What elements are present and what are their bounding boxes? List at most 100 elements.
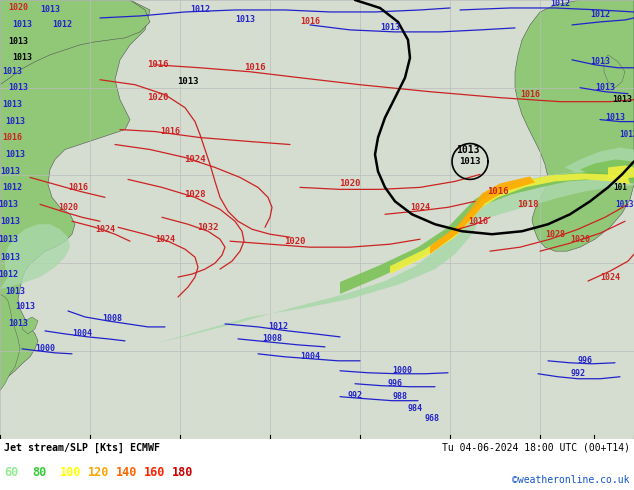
Text: 1013: 1013 <box>12 21 32 29</box>
Text: 0: 0 <box>631 448 634 458</box>
Text: 1012: 1012 <box>190 5 210 15</box>
Polygon shape <box>515 0 634 251</box>
Text: 101: 101 <box>613 183 627 192</box>
Text: 1013: 1013 <box>0 235 18 244</box>
Text: 1013: 1013 <box>456 145 480 154</box>
Polygon shape <box>608 166 634 178</box>
Text: 1013: 1013 <box>380 24 400 32</box>
Text: 1012: 1012 <box>0 270 18 279</box>
Text: 1024: 1024 <box>410 203 430 212</box>
Polygon shape <box>580 159 634 179</box>
Text: 20W: 20W <box>533 448 547 458</box>
Text: 1013: 1013 <box>616 200 634 209</box>
Text: 1016: 1016 <box>468 217 488 226</box>
Text: 80: 80 <box>32 466 46 479</box>
Polygon shape <box>0 0 150 85</box>
Text: 1012: 1012 <box>619 130 634 139</box>
Text: 1013: 1013 <box>5 117 25 126</box>
Text: 1000: 1000 <box>392 366 412 375</box>
Text: 1013: 1013 <box>0 217 20 226</box>
Text: 1013: 1013 <box>40 5 60 15</box>
Text: 1016: 1016 <box>68 183 88 192</box>
Text: 1020: 1020 <box>8 3 28 12</box>
Polygon shape <box>604 55 625 88</box>
Text: 1013: 1013 <box>8 83 28 92</box>
Text: 1028: 1028 <box>184 190 206 199</box>
Text: 1013: 1013 <box>0 253 20 262</box>
Text: 50W: 50W <box>263 448 277 458</box>
Text: 1016: 1016 <box>147 60 169 69</box>
Text: 988: 988 <box>392 392 408 401</box>
Text: 1024: 1024 <box>600 272 620 282</box>
Text: 1013: 1013 <box>595 83 615 92</box>
Polygon shape <box>430 176 535 254</box>
Text: 1013: 1013 <box>612 95 632 104</box>
Text: 1016: 1016 <box>300 18 320 26</box>
Text: 1024: 1024 <box>95 225 115 234</box>
Text: 180: 180 <box>172 466 193 479</box>
Text: 1013: 1013 <box>15 302 35 312</box>
Text: 1024: 1024 <box>184 155 206 164</box>
Text: 60: 60 <box>4 466 18 479</box>
Text: 1004: 1004 <box>300 352 320 361</box>
Text: 1032: 1032 <box>197 223 219 232</box>
Polygon shape <box>0 0 150 391</box>
Text: 1018: 1018 <box>517 200 539 209</box>
Text: 1016: 1016 <box>160 127 180 136</box>
Text: 968: 968 <box>425 414 439 423</box>
Text: 1013: 1013 <box>5 287 25 295</box>
Text: 1028: 1028 <box>545 230 565 239</box>
Text: 1013: 1013 <box>590 57 610 66</box>
Text: 80W: 80W <box>0 448 7 458</box>
Text: 1016: 1016 <box>488 187 508 196</box>
Polygon shape <box>0 224 70 289</box>
Polygon shape <box>0 294 20 391</box>
Text: 1013: 1013 <box>0 167 20 176</box>
Text: 1000: 1000 <box>35 344 55 353</box>
Text: 1013: 1013 <box>2 67 22 76</box>
Text: 100: 100 <box>60 466 81 479</box>
Text: 1004: 1004 <box>72 329 92 339</box>
Text: ©weatheronline.co.uk: ©weatheronline.co.uk <box>512 475 630 485</box>
Text: 140: 140 <box>116 466 138 479</box>
Text: 1012: 1012 <box>2 183 22 192</box>
Text: 1013: 1013 <box>5 150 25 159</box>
Text: 1024: 1024 <box>155 235 175 244</box>
Text: 1013: 1013 <box>0 200 18 209</box>
Polygon shape <box>390 173 630 274</box>
Text: 60W: 60W <box>173 448 187 458</box>
Text: 992: 992 <box>347 391 363 400</box>
Text: 1008: 1008 <box>102 315 122 323</box>
Text: 1016: 1016 <box>520 90 540 99</box>
Text: 996: 996 <box>387 379 403 388</box>
Text: 1013: 1013 <box>605 113 625 122</box>
Polygon shape <box>155 168 634 344</box>
Text: 120: 120 <box>88 466 110 479</box>
Text: 1013: 1013 <box>8 319 28 328</box>
Text: 1020: 1020 <box>58 203 78 212</box>
Text: 1013: 1013 <box>178 77 198 86</box>
Polygon shape <box>22 317 38 334</box>
Text: 40W: 40W <box>353 448 367 458</box>
Text: 1020: 1020 <box>147 93 169 102</box>
Text: 1013: 1013 <box>8 37 28 47</box>
Text: 1012: 1012 <box>268 322 288 331</box>
Text: 1016: 1016 <box>2 133 22 142</box>
Text: 1016: 1016 <box>244 63 266 73</box>
Text: 992: 992 <box>571 369 586 378</box>
Text: 1013: 1013 <box>12 53 32 62</box>
Polygon shape <box>340 172 634 294</box>
Text: Jet stream/SLP [Kts] ECMWF: Jet stream/SLP [Kts] ECMWF <box>4 442 160 453</box>
Text: 1013: 1013 <box>2 100 22 109</box>
Text: 160: 160 <box>144 466 165 479</box>
Text: 1020: 1020 <box>284 237 306 245</box>
Text: 1008: 1008 <box>262 334 282 343</box>
Text: 1013: 1013 <box>235 15 255 24</box>
Polygon shape <box>565 147 634 181</box>
Text: Tu 04-06-2024 18:00 UTC (00+T14): Tu 04-06-2024 18:00 UTC (00+T14) <box>442 442 630 452</box>
Text: 10W: 10W <box>587 448 601 458</box>
Text: 1013: 1013 <box>459 157 481 166</box>
Text: 30W: 30W <box>443 448 457 458</box>
Text: 1020: 1020 <box>339 179 361 188</box>
Text: 1020: 1020 <box>570 235 590 244</box>
